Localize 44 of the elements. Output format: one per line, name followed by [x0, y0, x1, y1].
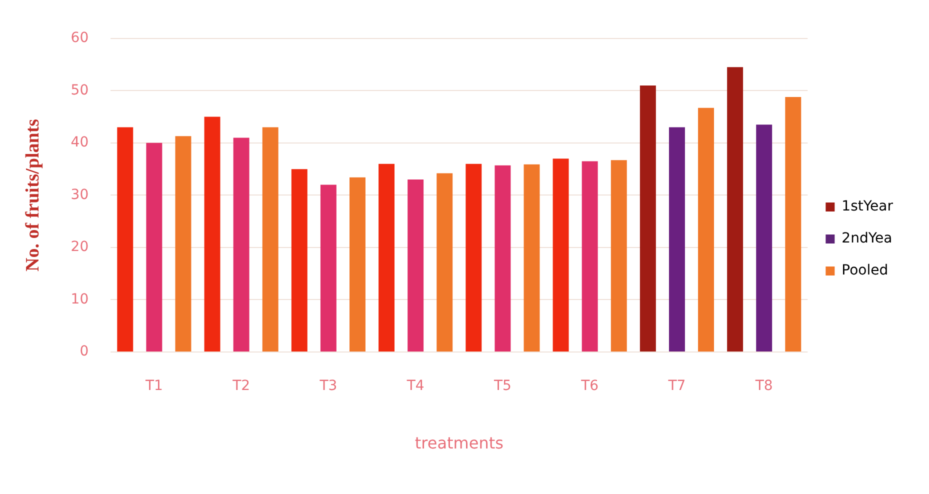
- x-tick-label: T4: [406, 378, 424, 394]
- legend-label: 1stYear: [842, 198, 894, 215]
- bar: [582, 161, 598, 352]
- y-tick-label: 20: [70, 239, 89, 256]
- y-tick-label: 40: [70, 134, 89, 151]
- bar: [698, 108, 714, 352]
- bar: [350, 177, 366, 352]
- x-axis-title: treatments: [414, 434, 504, 453]
- x-tick-label: T7: [667, 378, 686, 394]
- x-tick-label: T2: [232, 378, 250, 394]
- y-tick-label: 50: [70, 82, 89, 98]
- bar: [291, 169, 308, 352]
- y-tick-label: 10: [70, 291, 89, 308]
- bar: [727, 67, 744, 352]
- bar: [408, 180, 424, 352]
- bar: [640, 85, 656, 352]
- x-tick-label: T1: [144, 378, 163, 394]
- bar: [524, 164, 540, 352]
- legend-label: Pooled: [842, 262, 888, 279]
- bar: [466, 164, 482, 352]
- bar: [436, 173, 453, 352]
- x-tick-label: T3: [318, 378, 338, 394]
- bar: [146, 142, 162, 352]
- bar: [610, 160, 627, 352]
- legend-label: 2ndYea: [842, 230, 892, 247]
- bar: [668, 127, 685, 352]
- bar: [320, 184, 336, 352]
- x-tick-label: T5: [492, 378, 512, 394]
- y-axis-title: No. of fruits/plants: [22, 118, 44, 272]
- bar: [494, 165, 511, 352]
- y-tick-label: 30: [70, 186, 89, 203]
- bar: [262, 127, 278, 352]
- y-tick-label: 60: [70, 30, 89, 46]
- x-tick-label: T8: [754, 378, 773, 394]
- bar: [175, 136, 192, 352]
- bar: [552, 158, 569, 352]
- bar: [785, 96, 802, 352]
- x-tick-label: T6: [580, 378, 599, 394]
- bar: [117, 127, 134, 352]
- bar: [378, 164, 395, 352]
- bar: [233, 138, 250, 352]
- bar: [204, 116, 220, 352]
- bar: [756, 124, 772, 352]
- y-tick-label: 0: [80, 344, 89, 360]
